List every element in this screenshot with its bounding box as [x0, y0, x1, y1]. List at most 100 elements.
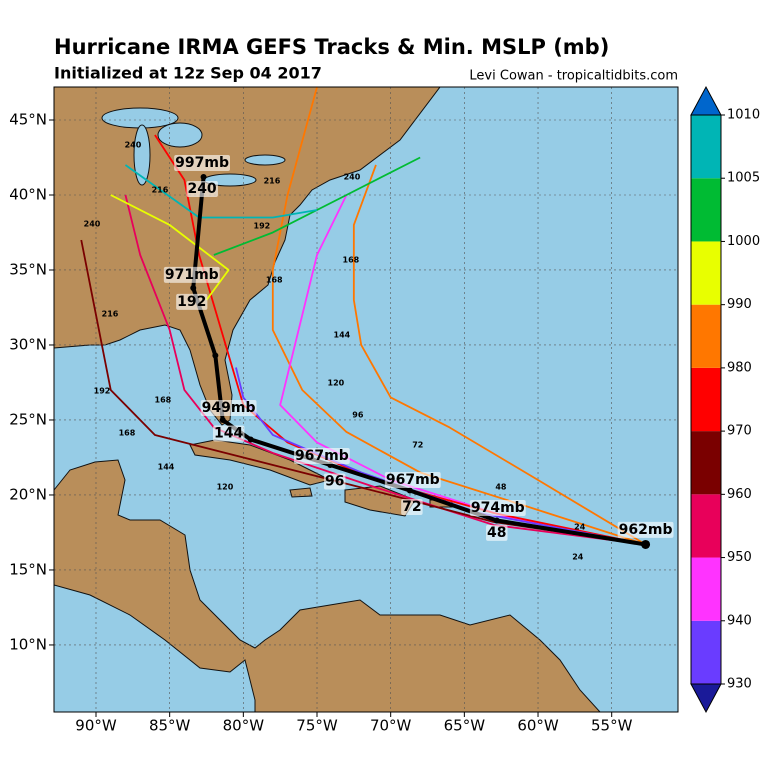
hour-label: 120 — [217, 483, 234, 492]
track-label: 962mb — [619, 522, 673, 538]
labels: 24 24 120 96 120 144 168 168 216 192 240 216 192 168 1… — [84, 141, 674, 561]
mean-track-point — [190, 284, 197, 291]
track-label: 949mb — [202, 400, 256, 416]
colorbar-band — [691, 431, 721, 495]
colorbar-tick-label: 1010 — [727, 108, 760, 123]
y-tick-label: 45°N — [9, 110, 47, 128]
label-box — [293, 447, 350, 464]
x-tick-label: 55°W — [591, 717, 633, 735]
mean-track-point — [247, 436, 254, 443]
pacific-ocean — [54, 584, 256, 712]
colorbar-band — [691, 304, 721, 368]
map-frame — [53, 86, 679, 713]
hour-label: 168 — [119, 429, 136, 438]
y-tick-label: 30°N — [9, 335, 47, 353]
y-tick-label: 40°N — [9, 185, 47, 203]
hour-label: 240 — [84, 219, 101, 228]
mean-track-point — [641, 539, 651, 549]
colorbar: 930 940 950 960 970 980 990 1000 1005 1010 — [690, 85, 760, 714]
colorbar-band — [691, 494, 721, 558]
colorbar-tick-label: 960 — [727, 487, 752, 502]
x-tick-label: 80°W — [223, 717, 265, 735]
x-tick-label: 85°W — [149, 717, 191, 735]
label-box — [323, 473, 346, 490]
map: 24 24 120 96 120 144 168 168 216 192 240 216 192 168 1… — [54, 87, 678, 712]
hour-label: 120 — [328, 378, 345, 387]
mean-track-point — [493, 517, 500, 524]
colorbar-tick-label: 1005 — [727, 171, 760, 186]
y-tick-label: 10°N — [9, 635, 47, 653]
north-america — [54, 87, 441, 426]
track-label: 967mb — [386, 472, 440, 488]
hour-label: 168 — [343, 255, 360, 264]
colorbar-tick-label: 970 — [727, 424, 752, 439]
mean-track-point — [219, 416, 226, 423]
mean-track-point — [212, 352, 219, 359]
hour-label: 48 — [495, 483, 507, 492]
label-box — [200, 399, 257, 416]
colorbar-frame — [690, 114, 722, 685]
track-label: 72 — [402, 499, 421, 515]
hour-label: 216 — [152, 186, 169, 195]
member-track — [271, 87, 646, 546]
y-tick-label: 20°N — [9, 485, 47, 503]
label-box — [186, 180, 218, 197]
colorbar-tick-label: 950 — [727, 550, 752, 565]
hour-label: 24 — [572, 552, 584, 561]
x-tick-label: 75°W — [296, 717, 338, 735]
y-tick-label: 25°N — [9, 410, 47, 428]
colorbar-over — [690, 85, 722, 116]
hour-label: 72 — [412, 441, 423, 450]
hour-label: 240 — [125, 141, 142, 150]
hour-label: 216 — [102, 309, 119, 318]
hour-label: 144 — [158, 462, 175, 471]
hour-label: 168 — [155, 396, 172, 405]
y-tick-label: 15°N — [9, 560, 47, 578]
grid — [54, 87, 678, 712]
colorbar-band — [691, 367, 721, 432]
hour-label: 216 — [264, 177, 281, 186]
member-track — [352, 164, 647, 546]
track-label: 192 — [177, 294, 206, 310]
central-south-america — [54, 459, 601, 712]
colorbar-band — [691, 178, 721, 242]
label-box — [384, 471, 441, 488]
axes: 90°W 85°W 80°W 75°W 70°W 65°W 60°W 55°W 10°N 15°N… — [9, 110, 632, 734]
colorbar-band — [691, 620, 721, 684]
colorbar-tick-label: 1000 — [727, 234, 760, 249]
track-label: 240 — [187, 181, 216, 197]
label-box — [617, 521, 674, 538]
track-label: 144 — [214, 425, 243, 441]
member-track — [110, 194, 230, 301]
member-track — [124, 164, 318, 219]
subtitle: Initialized at 12z Sep 04 2017 — [54, 64, 322, 83]
great-lakes — [101, 107, 286, 187]
colorbar-tick-label: 940 — [727, 613, 752, 628]
label-box — [212, 425, 245, 442]
land — [54, 87, 601, 712]
label-box — [469, 500, 526, 517]
jamaica — [289, 487, 313, 498]
label-box — [163, 266, 220, 283]
hour-label: 96 — [352, 411, 364, 420]
label-box — [401, 498, 423, 515]
track-label: 96 — [325, 473, 344, 489]
hour-label: 144 — [334, 330, 351, 339]
track-label: 48 — [487, 525, 506, 541]
mean-track-point — [406, 487, 413, 494]
track-label: 974mb — [471, 500, 525, 516]
colorbar-band — [691, 557, 721, 621]
colorbar-tick-label: 990 — [727, 297, 752, 312]
credit: Levi Cowan - tropicaltidbits.com — [469, 69, 678, 84]
track-label: 967mb — [295, 448, 349, 464]
x-tick-label: 70°W — [370, 717, 412, 735]
x-tick-label: 65°W — [444, 717, 486, 735]
x-tick-label: 60°W — [517, 717, 559, 735]
colorbar-band — [691, 115, 721, 179]
hour-label: 24 — [574, 522, 586, 531]
label-box — [176, 293, 208, 310]
x-tick-label: 90°W — [75, 717, 117, 735]
hour-label: 192 — [254, 222, 271, 231]
